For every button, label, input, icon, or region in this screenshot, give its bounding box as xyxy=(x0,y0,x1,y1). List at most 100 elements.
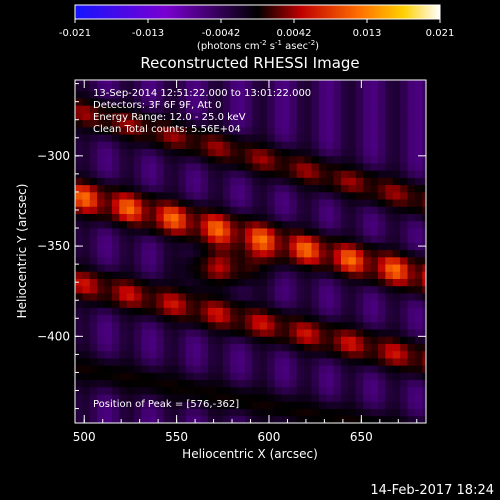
heat-cell xyxy=(208,264,216,272)
heat-cell xyxy=(148,307,157,316)
heat-cell xyxy=(296,199,305,207)
heat-cell xyxy=(141,293,150,301)
heat-cell xyxy=(171,177,179,186)
heat-cell xyxy=(222,148,231,157)
heat-cell xyxy=(252,228,261,236)
heat-cell xyxy=(141,401,150,409)
heat-cell xyxy=(89,314,98,323)
heat-cell xyxy=(185,278,194,287)
heat-cell xyxy=(341,90,349,99)
heat-cell xyxy=(185,401,194,409)
heat-cell xyxy=(341,126,349,135)
heat-cell xyxy=(111,184,120,193)
heat-cell xyxy=(230,300,238,308)
heat-cell xyxy=(252,401,261,409)
heat-cell xyxy=(119,213,128,222)
heat-cell xyxy=(274,213,283,222)
heat-cell xyxy=(185,343,194,352)
heat-cell xyxy=(252,177,261,186)
heat-cell xyxy=(75,408,83,417)
heat-cell xyxy=(274,278,283,287)
heat-cell xyxy=(304,329,312,337)
heat-cell xyxy=(348,119,357,128)
heat-cell xyxy=(244,83,253,92)
heat-cell xyxy=(341,242,349,251)
heat-cell xyxy=(82,365,91,373)
heat-cell xyxy=(185,379,194,388)
heat-cell xyxy=(318,155,327,164)
heat-cell xyxy=(259,228,268,236)
heat-cell xyxy=(407,119,416,128)
heat-cell xyxy=(318,264,327,272)
heat-cell xyxy=(326,278,335,287)
heat-cell xyxy=(311,191,320,200)
heat-cell xyxy=(97,141,105,149)
heat-cell xyxy=(237,372,246,381)
heat-cell xyxy=(377,213,386,222)
heat-cell xyxy=(370,191,379,200)
heat-cell xyxy=(400,235,408,243)
heat-cell xyxy=(156,415,165,423)
heat-cell xyxy=(363,112,371,121)
heat-cell xyxy=(348,336,357,344)
heat-cell xyxy=(75,105,83,113)
heat-cell xyxy=(171,126,179,135)
heat-cell xyxy=(333,242,342,251)
heat-cell xyxy=(244,191,253,200)
heat-cell xyxy=(163,256,172,265)
heat-cell xyxy=(422,199,426,207)
heat-cell xyxy=(407,105,416,113)
heat-cell xyxy=(119,350,128,359)
heat-cell xyxy=(119,220,128,229)
heat-cell xyxy=(311,105,320,113)
heat-cell xyxy=(370,350,379,359)
heat-cell xyxy=(222,80,231,85)
heat-cell xyxy=(193,372,202,381)
heat-cell xyxy=(363,401,371,409)
heat-cell xyxy=(341,336,349,344)
heat-cell xyxy=(89,105,98,113)
heat-cell xyxy=(82,170,91,178)
heat-cell xyxy=(274,191,283,200)
heat-cell xyxy=(311,184,320,193)
heat-cell xyxy=(111,170,120,178)
heat-cell xyxy=(89,228,98,236)
heat-cell xyxy=(230,199,238,207)
heat-cell xyxy=(156,256,165,265)
heat-cell xyxy=(208,314,216,323)
heat-cell xyxy=(341,358,349,366)
heat-cell xyxy=(208,386,216,395)
heat-cell xyxy=(185,80,194,85)
heat-cell xyxy=(82,314,91,323)
heat-cell xyxy=(348,126,357,135)
heat-cell xyxy=(200,285,209,294)
heat-cell xyxy=(267,206,275,214)
heat-cell xyxy=(281,155,290,164)
heat-cell xyxy=(134,358,142,366)
heat-cell xyxy=(267,314,275,323)
heat-cell xyxy=(311,163,320,171)
heat-cell xyxy=(259,148,268,157)
heat-cell xyxy=(296,242,305,251)
heat-cell xyxy=(222,184,231,193)
heat-cell xyxy=(185,184,194,193)
heat-cell xyxy=(348,350,357,359)
heat-cell xyxy=(341,105,349,113)
heat-cell xyxy=(326,271,335,279)
heat-cell xyxy=(281,98,290,106)
heat-cell xyxy=(304,105,312,113)
heat-cell xyxy=(230,105,238,113)
heat-cell xyxy=(75,415,83,423)
heat-cell xyxy=(296,228,305,236)
heat-cell xyxy=(385,105,394,113)
heat-cell xyxy=(281,105,290,113)
heat-cell xyxy=(222,285,231,294)
heat-cell xyxy=(163,235,172,243)
heat-cell xyxy=(289,191,298,200)
heat-cell xyxy=(341,343,349,352)
heat-cell xyxy=(104,206,113,214)
heat-cell xyxy=(274,365,283,373)
heat-cell xyxy=(318,213,327,222)
heat-cell xyxy=(252,213,261,222)
heat-cell xyxy=(171,235,179,243)
